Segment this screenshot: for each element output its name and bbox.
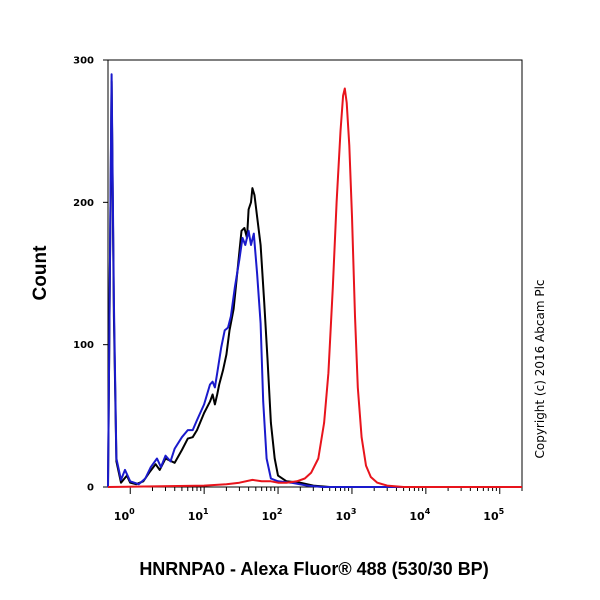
x-tick-label: 104 — [409, 507, 430, 523]
x-axis-label: HNRNPA0 - Alexa Fluor® 488 (530/30 BP) — [139, 559, 488, 579]
x-tick-label: 101 — [188, 507, 209, 523]
x-tick-label: 102 — [262, 507, 283, 523]
y-tick-label: 300 — [73, 56, 94, 67]
x-tick-label: 100 — [114, 507, 135, 523]
series-line-3 — [107, 87, 522, 488]
y-tick-label: 100 — [73, 340, 94, 351]
series-layer — [107, 73, 522, 488]
copyright-annotation: Copyright (c) 2016 Abcam Plc — [533, 279, 547, 458]
y-axis-label: Count — [30, 245, 51, 301]
series-line-1 — [107, 80, 522, 488]
x-tick-label: 103 — [336, 507, 357, 523]
x-tick-labels: 100 101 102 103 104 105 — [114, 507, 505, 523]
plot-frame — [107, 59, 523, 488]
x-tick-label: 105 — [483, 507, 504, 523]
axis-ticks — [103, 59, 523, 494]
y-tick-labels: 0 100 200 300 — [73, 56, 94, 494]
y-tick-label: 200 — [73, 198, 94, 209]
y-tick-label: 0 — [87, 483, 94, 494]
series-line-2 — [107, 73, 522, 488]
